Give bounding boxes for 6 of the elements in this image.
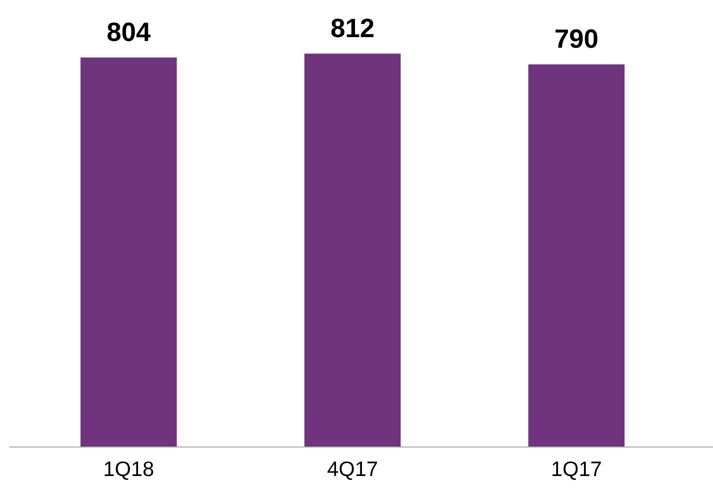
data-label: 790 <box>556 29 598 48</box>
data-label: 804 <box>107 22 151 42</box>
data-label: 812 <box>331 18 374 38</box>
x-tick-label: 4Q17 <box>328 461 377 480</box>
x-tick-label: 1Q18 <box>104 461 154 480</box>
x-tick-label: 1Q17 <box>552 461 601 480</box>
